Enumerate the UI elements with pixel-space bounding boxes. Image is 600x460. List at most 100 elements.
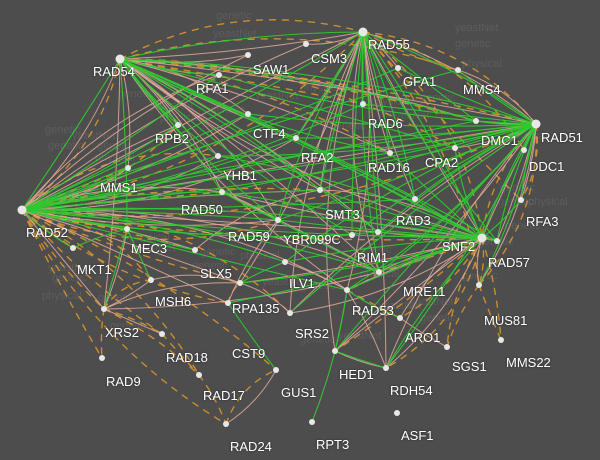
graph-node-asf1[interactable]: [394, 410, 400, 416]
graph-node-gus1[interactable]: [273, 367, 279, 373]
graph-node-rad54[interactable]: [115, 54, 125, 64]
graph-node-mms1[interactable]: [125, 165, 131, 171]
graph-node-mus81[interactable]: [476, 282, 482, 288]
graph-node-rad50[interactable]: [219, 189, 225, 195]
graph-node-rfa2[interactable]: [293, 135, 299, 141]
edge-physical: [119, 58, 279, 221]
graph-node-sgs1[interactable]: [444, 344, 450, 350]
graph-node-rad57[interactable]: [494, 238, 500, 244]
graph-node-rad6[interactable]: [360, 101, 366, 107]
graph-node-rad53[interactable]: [344, 287, 350, 293]
graph-node-gfa1[interactable]: [395, 65, 401, 71]
node-label-rad3: RAD3: [396, 213, 431, 228]
edge-yeastnet: [21, 209, 286, 263]
edge-physical: [119, 58, 321, 191]
edge-physical: [221, 191, 483, 239]
graph-node-hed1[interactable]: [332, 348, 338, 354]
edge-yeastnet: [362, 31, 477, 122]
graph-node-ilv1[interactable]: [282, 259, 288, 265]
edge-physical: [119, 58, 348, 291]
graph-node-cst9[interactable]: [225, 300, 231, 306]
graph-node-msh6[interactable]: [148, 277, 154, 283]
edge-yeastnet: [239, 261, 286, 284]
graph-node-rfa3[interactable]: [518, 197, 524, 203]
graph-node-cpa2[interactable]: [452, 145, 458, 151]
node-label-mms1: MMS1: [100, 180, 138, 195]
node-label-snf2: SNF2: [442, 239, 476, 254]
graph-node-dmc1[interactable]: [473, 118, 479, 124]
graph-node-mms4[interactable]: [455, 67, 461, 73]
edge-yeastnet: [520, 123, 537, 201]
edge-yeastnet: [454, 123, 537, 149]
graph-node-xrs2[interactable]: [101, 306, 107, 312]
edge-yeastnet: [362, 31, 483, 239]
edge-physical: [150, 274, 241, 284]
edge-yeastnet: [389, 152, 483, 239]
edge-physical: [103, 228, 128, 310]
graph-node-rad17[interactable]: [196, 372, 202, 378]
graph-node-saw1[interactable]: [245, 52, 251, 58]
graph-node-rad18[interactable]: [159, 331, 165, 337]
edge-genetic: [21, 167, 129, 211]
edge-genetic: [225, 369, 277, 425]
graph-node-rad3[interactable]: [412, 196, 418, 202]
node-label-ctf4: CTF4: [253, 126, 286, 141]
node-label-rpa135: RPA135: [232, 301, 280, 316]
graph-node-mec3[interactable]: [124, 226, 130, 232]
graph-node-snf2[interactable]: [477, 233, 487, 243]
graph-node-mms22[interactable]: [498, 337, 504, 343]
graph-node-yhb1[interactable]: [215, 153, 221, 159]
graph-node-rad52[interactable]: [17, 205, 27, 215]
graph-node-rpa135[interactable]: [237, 280, 243, 286]
edge-yeastnet: [351, 234, 483, 239]
graph-node-csm3[interactable]: [303, 41, 309, 47]
node-label-msh6: MSH6: [155, 294, 192, 309]
graph-node-mre11[interactable]: [376, 269, 382, 275]
graph-node-rad59[interactable]: [275, 217, 281, 223]
graph-node-slx5[interactable]: [192, 247, 198, 253]
edge-physical: [239, 31, 364, 284]
graph-node-rad9[interactable]: [99, 355, 105, 361]
node-label-mms22: MMS22: [506, 355, 551, 370]
node-dots-group[interactable]: [17, 27, 541, 428]
node-label-rfa2: RFA2: [301, 150, 334, 165]
graph-node-rim1[interactable]: [375, 229, 381, 235]
edge-genetic: [103, 308, 163, 335]
edge-genetic: [119, 58, 477, 122]
node-label-slx5: SLX5: [200, 266, 232, 281]
edge-genetic: [161, 333, 200, 376]
graph-node-mkt1[interactable]: [70, 245, 76, 251]
graph-node-rpt3[interactable]: [309, 419, 315, 425]
graph-node-ddc1[interactable]: [521, 147, 527, 153]
node-label-gfa1: GFA1: [403, 74, 437, 89]
graph-node-rad51[interactable]: [531, 119, 541, 129]
edge-yeastnet: [72, 228, 128, 249]
edge-physical: [119, 58, 477, 122]
node-label-mre11: MRE11: [403, 284, 446, 299]
edge-yeastnet: [126, 228, 196, 251]
edge-physical: [103, 271, 380, 310]
graph-node-rad55[interactable]: [358, 27, 368, 37]
edge-genetic: [119, 58, 391, 154]
edge-yeastnet: [119, 58, 537, 125]
graph-node-rad24[interactable]: [223, 421, 229, 427]
graph-node-aro1[interactable]: [397, 315, 403, 321]
edge-yeastnet: [21, 69, 459, 211]
edge-genetic: [446, 237, 483, 348]
node-label-aro1: ARO1: [405, 330, 441, 345]
edge-yeastnet: [21, 124, 179, 211]
graph-node-smt3[interactable]: [317, 187, 323, 193]
graph-node-rdh54[interactable]: [383, 365, 389, 371]
graph-node-rpb2[interactable]: [175, 122, 181, 128]
edge-genetic: [103, 308, 200, 376]
node-label-rad17: RAD17: [203, 388, 245, 403]
node-label-rad50: RAD50: [181, 202, 223, 217]
graph-node-ybr099c[interactable]: [349, 232, 355, 238]
graph-node-rfa1[interactable]: [216, 72, 222, 78]
graph-node-ctf4[interactable]: [245, 111, 251, 117]
graph-node-rad16[interactable]: [387, 150, 393, 156]
node-label-rpt3: RPT3: [316, 437, 350, 452]
edge-genetic: [478, 284, 502, 341]
graph-node-srs2[interactable]: [287, 310, 293, 316]
